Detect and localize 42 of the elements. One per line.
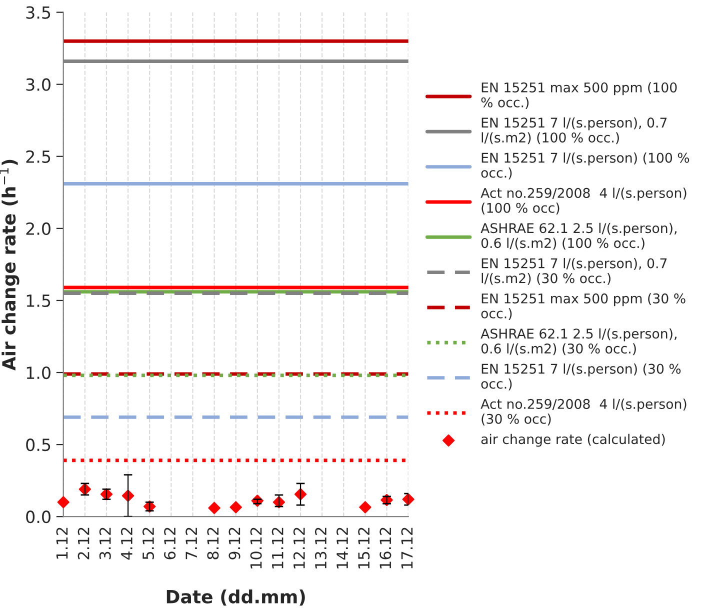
x-tick-label: 5.12 [142, 528, 154, 560]
legend-label: EN 15251 7 l/(s.person) (100 % occ.) [481, 152, 690, 180]
x-tick-label: 17.12 [401, 528, 413, 568]
legend-label: EN 15251 max 500 ppm (30 % occ.) [481, 293, 686, 320]
legend-label: EN 15251 7 l/(s.person) (30 % occ.) [481, 364, 681, 390]
y-tick-label: 3.5 [26, 6, 50, 19]
y-tick-label: 2.5 [26, 150, 50, 163]
x-tick-label: 4.12 [120, 528, 132, 560]
point [57, 496, 70, 508]
y-tick-label: 1.0 [26, 366, 50, 380]
x-tick-label: 16.12 [380, 528, 392, 568]
legend-label: Act no.259/2008 4 l/(s.person) (100 % occ) [480, 188, 686, 214]
x-tick-label: 1.12 [56, 528, 68, 559]
x-axis-title: Date (dd.mm) [166, 590, 305, 606]
legend-label: EN 15251 7 l/(s.person), 0.7 l/(s.m2) (30 % occ.) [482, 258, 667, 285]
x-tick-label: 9.12 [228, 528, 240, 560]
point [208, 502, 220, 514]
x-tick-label: 8.12 [207, 528, 219, 560]
y-tick-label: 0.5 [26, 438, 50, 452]
y-tick-label: 1.5 [26, 294, 50, 308]
point [402, 493, 414, 506]
x-tick-label: 14.12 [336, 528, 348, 568]
x-tick-label: 10.12 [250, 528, 262, 568]
x-tick-label: 2.12 [78, 528, 90, 560]
y-tick-label: 2.0 [26, 222, 50, 235]
legend-label: ASHRAE 62.1 2.5 l/(s.person), 0.6 l/(s.m2) (100 % occ.) [480, 222, 676, 250]
x-tick-label: 3.12 [99, 528, 111, 560]
x-tick-label: 13.12 [314, 528, 327, 568]
legend-label: air change rate (calculated) [481, 434, 665, 447]
legend-label: EN 15251 7 l/(s.person), 0.7 l/(s.m2) (100 % occ.) [482, 117, 667, 144]
x-tick-label: 7.12 [186, 528, 197, 560]
y-tick-label: 3.0 [26, 78, 50, 91]
point [359, 501, 372, 514]
legend-label: ASHRAE 62.1 2.5 l/(s.person), 0.6 l/(s.m2) (30 % occ.) [480, 328, 676, 356]
point [230, 501, 242, 514]
x-tick-label: 12.12 [293, 528, 305, 568]
legend-label: EN 15251 max 500 ppm (100 % occ.) [481, 82, 677, 109]
x-tick-label: 6.12 [164, 528, 176, 560]
y-tick-label: 0.0 [26, 510, 50, 524]
legend-label: Act no.259/2008 4 l/(s.person) (30 % occ) [480, 398, 686, 426]
x-tick-label: 11.12 [272, 528, 284, 568]
x-tick-label: 15.12 [358, 528, 370, 568]
